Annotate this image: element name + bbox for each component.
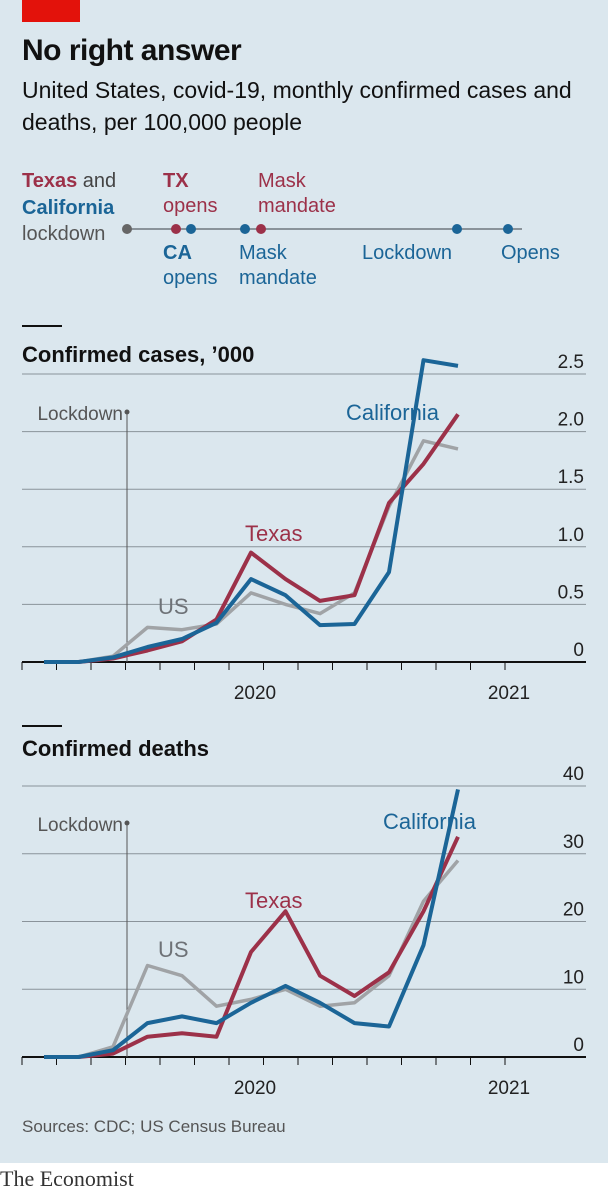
legend-texas: Texas <box>22 170 77 192</box>
chart-1-x-tick-label: 2020 <box>234 1078 276 1099</box>
brand-logo: The Economist <box>0 1166 134 1191</box>
chart-1-lockdown-dot <box>124 820 130 826</box>
chart-0-y-tick-label: 2.0 <box>558 410 584 431</box>
timeline-dot-ca-mask <box>240 224 250 234</box>
chart-1-series-label-california: California <box>383 809 477 834</box>
chart-subtitle: United States, covid-19, monthly confirm… <box>22 77 572 135</box>
chart-1-series-texas <box>44 835 460 1059</box>
chart-0-lockdown-dot <box>124 409 130 415</box>
ca-reopens-label: Opens <box>501 242 560 264</box>
ca-mask-label-2: mandate <box>239 267 317 289</box>
legend-lockdown: lockdown <box>22 223 105 245</box>
ca-mask-label-1: Mask <box>239 242 288 264</box>
chart-panel <box>0 0 608 1163</box>
chart-0-y-tick-label: 0.5 <box>558 582 584 603</box>
chart-0-series-california <box>44 358 459 664</box>
chart-0-y-tick-label: 2.5 <box>558 352 584 373</box>
chart-0-x-tick-label: 2020 <box>234 683 276 704</box>
chart-1-y-tick-label: 30 <box>563 832 584 853</box>
chart-0-y-tick-label: 0 <box>573 640 584 661</box>
timeline-dot-ca-reopens <box>503 224 513 234</box>
chart-0-series-label-california: California <box>346 400 440 425</box>
chart-1-series-california <box>44 788 460 1059</box>
chart-0-title: Confirmed cases, ’000 <box>22 342 254 367</box>
chart-0-series-label-texas: Texas <box>245 521 302 546</box>
chart-svg: Texas and California lockdown TX opens M… <box>21 170 586 1099</box>
charts-layer: Confirmed cases, ’00000.51.01.52.02.5202… <box>21 325 586 1099</box>
chart-0-y-tick-label: 1.0 <box>558 525 584 546</box>
chart-1-y-tick-label: 0 <box>573 1035 584 1056</box>
ca-lockdown-label: Lockdown <box>362 242 452 264</box>
source-note: Sources: CDC; US Census Bureau <box>22 1117 286 1136</box>
timeline-dot-tx-opens <box>171 224 181 234</box>
timeline-dot-ca-opens <box>186 224 196 234</box>
tx-mask-label-2: mandate <box>258 195 336 217</box>
chart-1-y-tick-label: 20 <box>563 900 584 921</box>
tx-mask-label-1: Mask <box>258 170 307 192</box>
legend-and: and <box>77 170 116 192</box>
chart-1-y-tick-label: 10 <box>563 967 584 988</box>
chart-0-y-tick-label: 1.5 <box>558 467 584 488</box>
chart-1-series-label-texas: Texas <box>245 888 302 913</box>
chart-1-title: Confirmed deaths <box>22 736 209 761</box>
chart-0-series-label-us: US <box>158 594 189 619</box>
tx-opens-label-2: opens <box>163 195 218 217</box>
chart-title: No right answer <box>22 34 242 67</box>
chart-1-series-us <box>44 859 460 1059</box>
chart-0-x-tick-label: 2021 <box>488 683 530 704</box>
timeline-dot-ca-lockdown <box>452 224 462 234</box>
legend-california: California <box>22 197 115 219</box>
tx-opens-label-1: TX <box>163 170 189 192</box>
chart-0-lockdown-label: Lockdown <box>37 404 123 425</box>
ca-opens-label-1: CA <box>163 242 192 264</box>
timeline-dot-tx-mask <box>256 224 266 234</box>
brand-red-tag <box>22 0 80 22</box>
timeline-legend: Texas and California lockdown TX opens M… <box>22 170 560 289</box>
chart-1-x-tick-label: 2021 <box>488 1078 530 1099</box>
svg-text:Texas and: Texas and <box>22 170 116 192</box>
chart-1-series-label-us: US <box>158 937 189 962</box>
chart-1-lockdown-label: Lockdown <box>37 815 123 836</box>
chart-1-y-tick-label: 40 <box>563 764 584 785</box>
timeline-dot-lockdown <box>122 224 132 234</box>
ca-opens-label-2: opens <box>163 267 218 289</box>
